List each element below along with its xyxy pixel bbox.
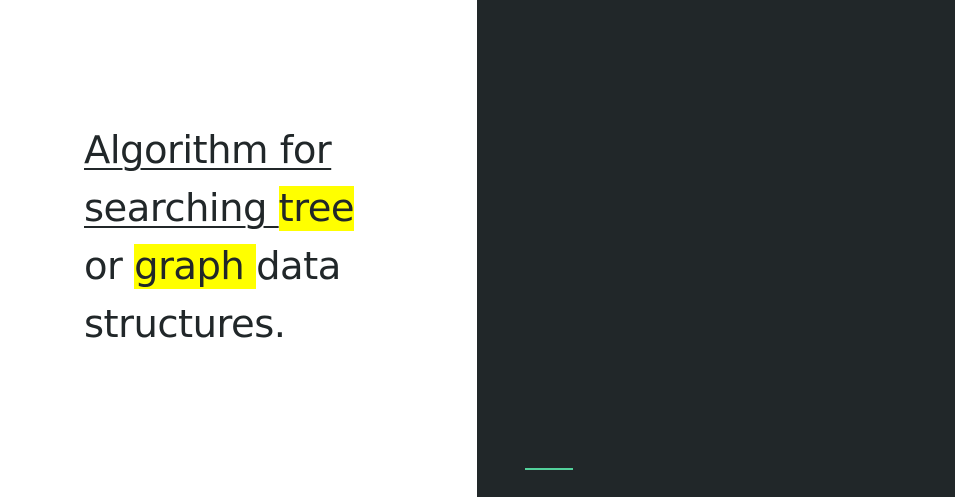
text-run-or: or — [84, 244, 135, 289]
text-run-data: data — [256, 244, 341, 289]
text-line-3: or graph data — [84, 238, 464, 296]
text-line-1: Algorithm for — [84, 122, 464, 180]
text-run-tree: tree — [278, 186, 355, 231]
text-run-searching: searching — [84, 186, 279, 231]
text-run-algorithm-for: Algorithm for — [84, 128, 332, 173]
right-panel — [477, 0, 955, 497]
slide-text: Algorithm for searching tree or graph da… — [84, 122, 464, 354]
left-panel: Algorithm for searching tree or graph da… — [0, 0, 477, 497]
text-line-2: searching tree — [84, 180, 464, 238]
text-run-structures: structures. — [84, 302, 286, 347]
text-line-4: structures. — [84, 296, 464, 354]
accent-line — [525, 468, 573, 470]
text-run-graph: graph — [134, 244, 257, 289]
